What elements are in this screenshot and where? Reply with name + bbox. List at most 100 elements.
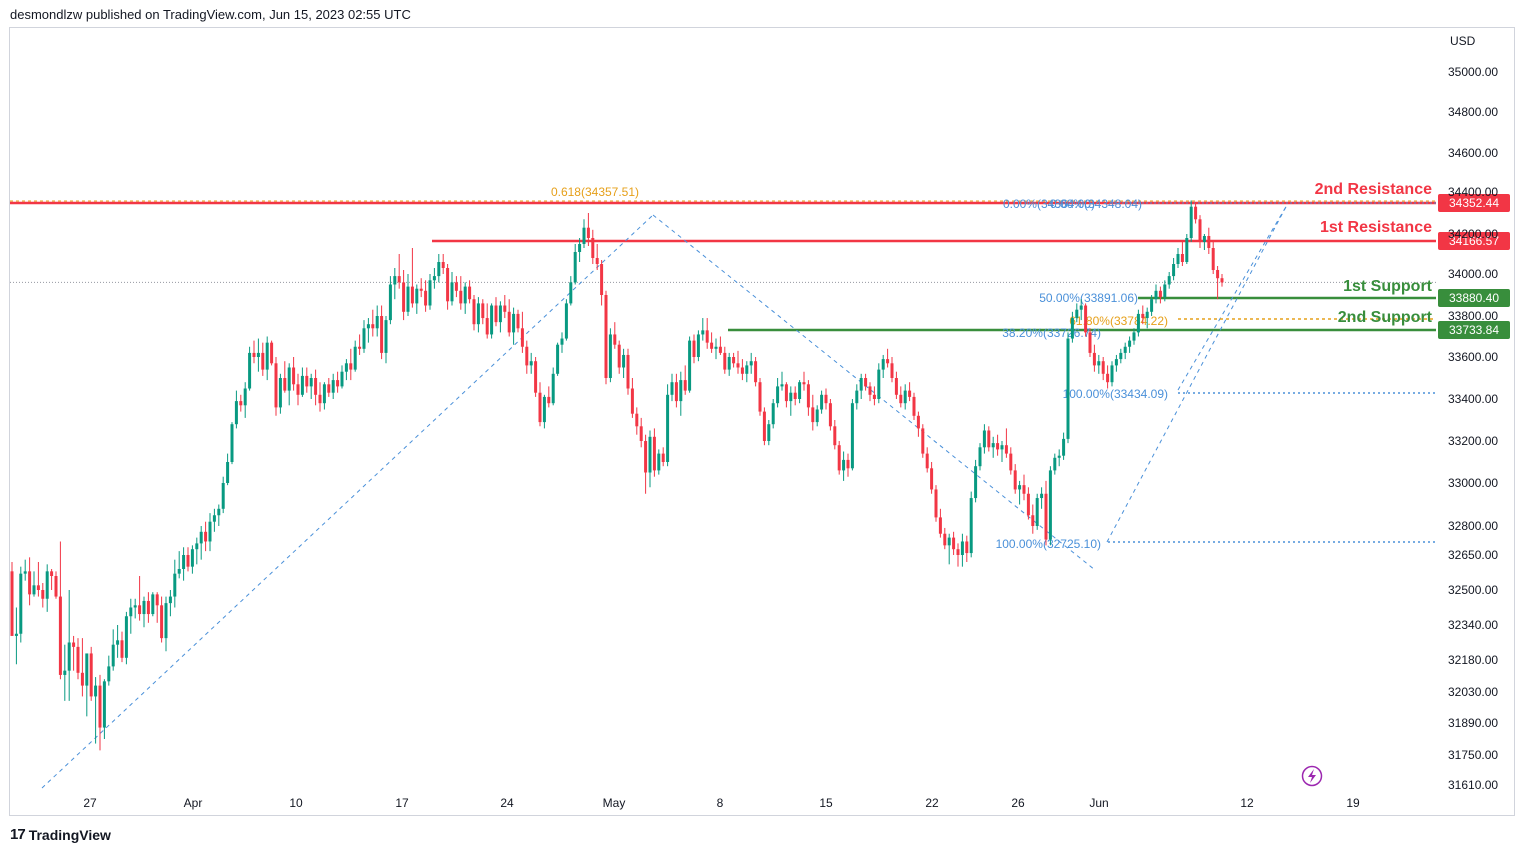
candle-body	[217, 508, 221, 516]
time-tick-label: 15	[819, 796, 833, 810]
fib-label: 0.00%(34348.04)	[1050, 197, 1142, 211]
candle-body	[278, 378, 282, 408]
candle-body	[745, 365, 749, 374]
fib-trend-line	[1106, 204, 1288, 543]
candle-body	[41, 590, 45, 599]
candle-body	[164, 603, 168, 639]
candle-body	[358, 346, 362, 349]
candle-body	[952, 537, 956, 550]
candle-body	[798, 382, 802, 399]
candle-body	[894, 378, 898, 395]
candle-body	[1044, 493, 1048, 540]
candle-body	[943, 533, 947, 546]
candle-body	[151, 594, 155, 615]
candle-body	[1026, 493, 1030, 516]
tradingview-footer: 17 TradingView	[10, 826, 111, 843]
candle-body	[415, 288, 419, 304]
candle-body	[45, 571, 49, 599]
candle-body	[146, 600, 150, 615]
candle-body	[542, 396, 546, 423]
candle-body	[600, 264, 604, 295]
candle-body	[1088, 332, 1092, 353]
candle-body	[525, 346, 529, 366]
candle-body	[538, 392, 542, 423]
candle-body	[419, 288, 423, 291]
price-tag-box	[1438, 232, 1510, 250]
candle-body	[947, 537, 951, 546]
candle-body	[1053, 457, 1057, 471]
candle-body	[837, 445, 841, 471]
candle-body	[1040, 493, 1044, 499]
candle-body	[982, 430, 986, 448]
candle-body	[1202, 236, 1206, 242]
candle-body	[604, 295, 608, 378]
candle-body	[72, 642, 76, 647]
candle-body	[1084, 305, 1088, 333]
candle-body	[886, 359, 890, 364]
price-tick-label: 34200.00	[1448, 227, 1498, 241]
candle-body	[1132, 332, 1136, 341]
candle-body	[965, 541, 969, 554]
candle-body	[635, 413, 639, 427]
candle-body	[736, 363, 740, 368]
candle-body	[661, 453, 665, 462]
candle-body	[1075, 309, 1079, 319]
candle-body	[274, 363, 278, 408]
candle-body	[468, 286, 472, 300]
candle-body	[723, 352, 727, 370]
candle-body	[441, 262, 445, 268]
candle-body	[283, 378, 287, 391]
candle-body	[1119, 352, 1123, 360]
candle-body	[529, 361, 533, 366]
candle-body	[384, 320, 388, 353]
candle-body	[569, 282, 573, 304]
candle-body	[850, 403, 854, 469]
candle-body	[208, 521, 212, 542]
candle-body	[239, 401, 243, 406]
candle-body	[265, 342, 269, 370]
candle-body	[318, 394, 322, 404]
candle-body	[195, 543, 199, 550]
fib-label: 38.20%(33726.74)	[1002, 326, 1101, 340]
candle-body	[221, 483, 225, 509]
candle-body	[14, 633, 18, 636]
candle-body	[806, 384, 810, 408]
candle-body	[771, 403, 775, 425]
candle-body	[881, 359, 885, 370]
candle-body	[36, 585, 40, 590]
candle-body	[714, 346, 718, 349]
candle-body	[300, 375, 304, 395]
resistance-label: 2nd Resistance	[1315, 181, 1432, 198]
candle-body	[767, 424, 771, 441]
candle-body	[19, 573, 23, 634]
candle-body	[1216, 270, 1220, 279]
candle-body	[1079, 305, 1083, 310]
candle-body	[349, 363, 353, 370]
candle-body	[670, 382, 674, 395]
candle-body	[595, 258, 599, 264]
candle-body	[296, 384, 300, 395]
time-tick-label: May	[603, 796, 626, 810]
candle-body	[498, 305, 502, 323]
chart-frame	[9, 27, 1515, 816]
candle-body	[991, 443, 995, 448]
candle-body	[732, 357, 736, 364]
candle-body	[142, 600, 146, 615]
candle-body	[916, 415, 920, 429]
candle-body	[978, 447, 982, 467]
time-axis[interactable]: 27 Apr 10 17 24 May 8 15 22 26 Jun 12 19	[83, 796, 1360, 810]
candle-body	[1022, 485, 1026, 494]
candle-body	[459, 290, 463, 304]
price-axis[interactable]: USD 35000.00 34800.00 34600.00 34400.00 3420…	[1448, 34, 1498, 792]
candle-body	[410, 286, 414, 304]
candle-body	[938, 517, 942, 534]
flash-icon[interactable]	[1301, 765, 1323, 787]
candle-body	[485, 318, 489, 335]
price-tick-label: 32180.00	[1448, 653, 1498, 667]
candle-body	[1009, 453, 1013, 471]
candle-body	[573, 252, 577, 283]
candle-body	[32, 585, 36, 595]
candle-body	[388, 284, 392, 321]
candle-body	[551, 373, 555, 404]
